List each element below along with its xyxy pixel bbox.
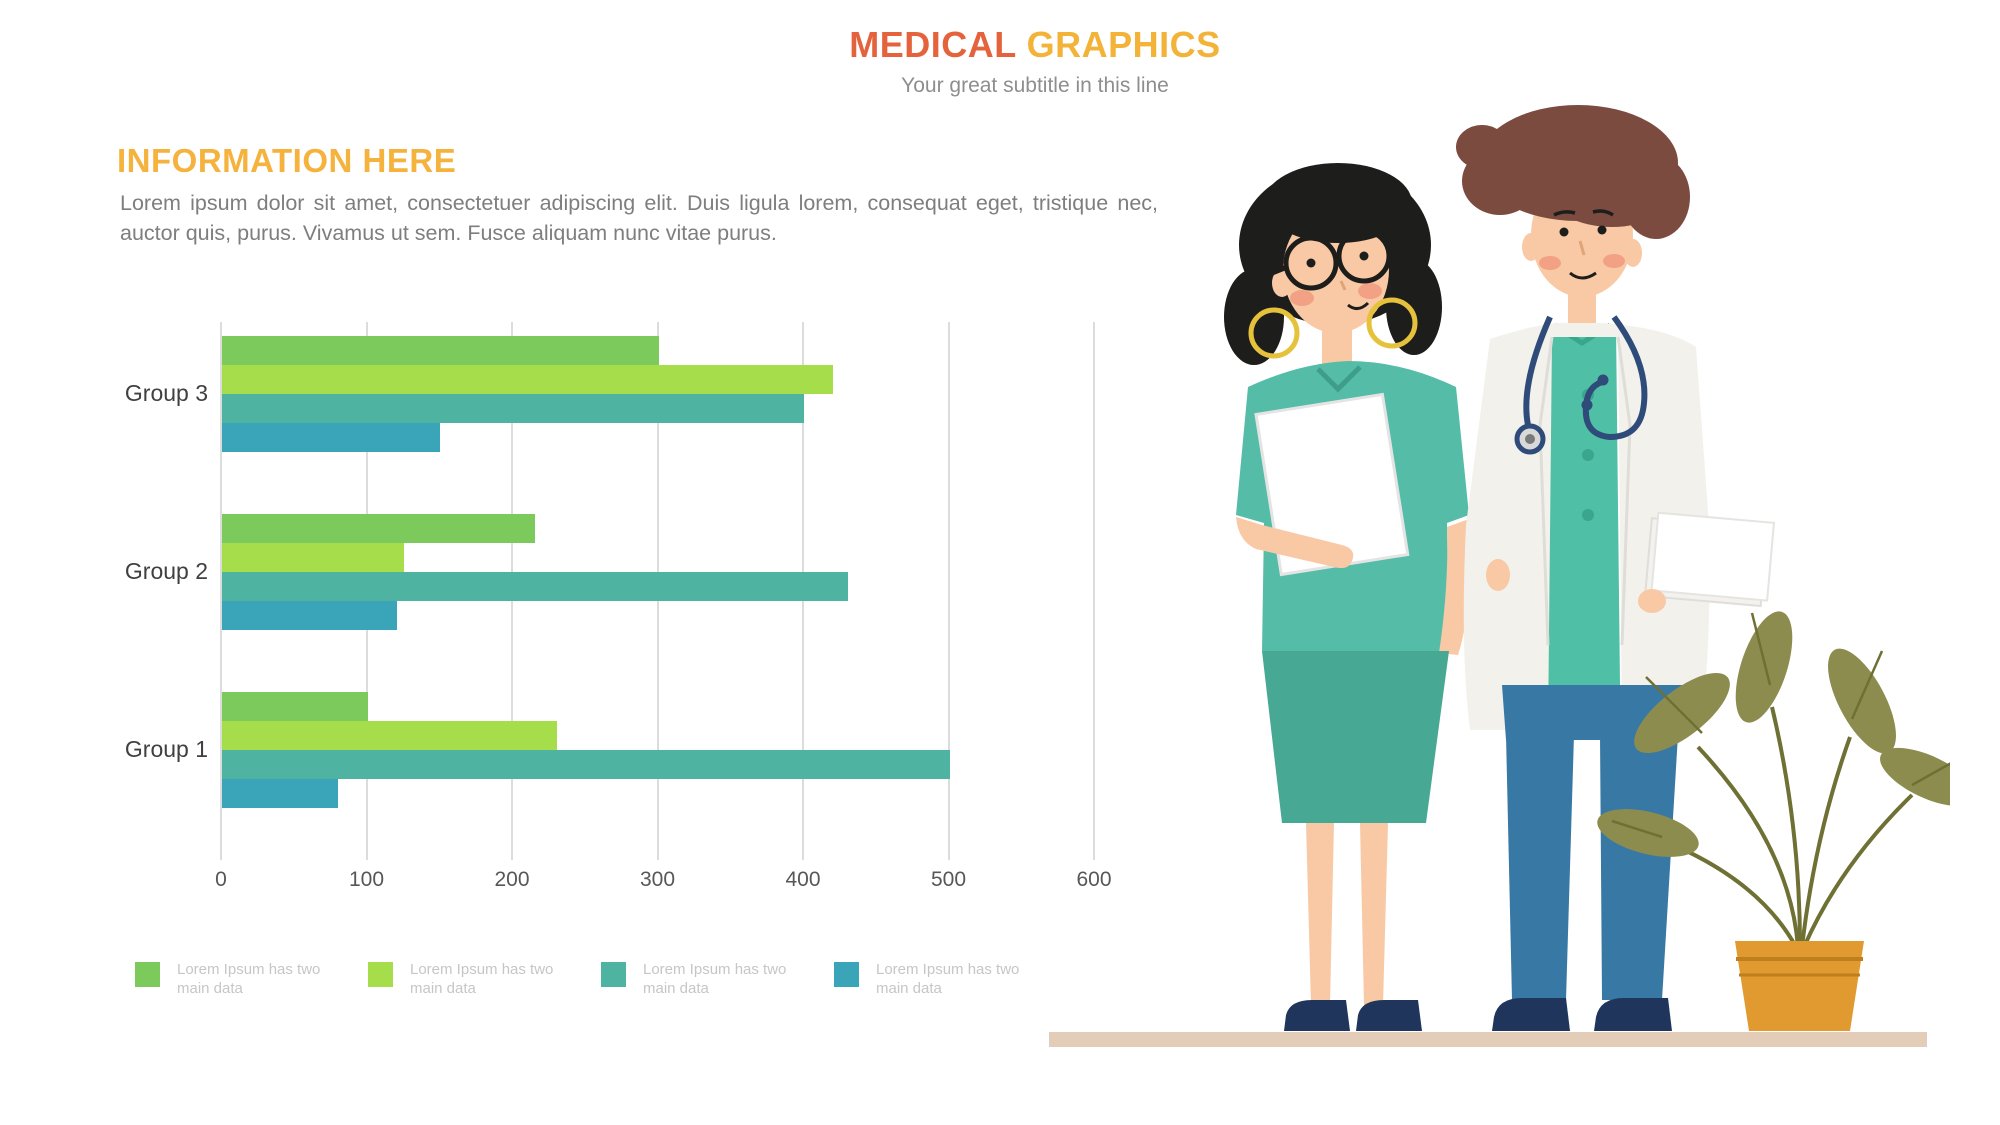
legend-label: Lorem Ipsum has two main data [410, 961, 554, 997]
stethoscope-icon [1514, 315, 1648, 455]
x-axis-tick-label: 400 [785, 868, 821, 891]
bar-group-3-series-2 [222, 365, 834, 394]
doctor-shirt [1548, 325, 1620, 685]
floor-strip [1049, 1032, 1927, 1047]
hoop-earrings-icon [1248, 297, 1418, 359]
legend-color-swatch [601, 962, 626, 987]
chart-gridline [220, 322, 222, 860]
doctor-shoe [1594, 998, 1672, 1031]
legend-label: Lorem Ipsum has two main data [177, 961, 321, 997]
x-axis-tick-label: 600 [1076, 868, 1112, 891]
y-axis-category-label: Group 2 [124, 558, 208, 584]
bar-group-2-series-3 [222, 572, 848, 601]
page-subtitle: Your great subtitle in this line [901, 74, 1169, 97]
chart-gridline [1093, 322, 1095, 860]
bar-group-1-series-3 [222, 750, 950, 779]
glasses-icon [1271, 228, 1392, 291]
bar-group-1-series-1 [222, 692, 368, 721]
page-title-primary: MEDICAL [849, 24, 1017, 65]
x-axis-tick-label: 200 [494, 868, 530, 891]
plant-stems [1677, 706, 1914, 948]
section-body-text: Lorem ipsum dolor sit amet, consectetuer… [120, 191, 1158, 245]
y-axis-category-label: Group 1 [124, 736, 208, 762]
doctor-hair [1456, 105, 1690, 239]
medical-staff-illustration [1224, 105, 1950, 1031]
page-title-secondary: GRAPHICS [1026, 24, 1221, 65]
nurse-arm [1236, 517, 1354, 569]
chart-gridline [947, 322, 950, 860]
legend-label: Lorem Ipsum has two main data [643, 961, 787, 997]
nurse-illustration [1224, 163, 1471, 1031]
header: MEDICAL GRAPHICS Your great subtitle in … [70, 24, 2000, 98]
legend-item: Lorem Ipsum has two main data [834, 960, 1041, 998]
bar-group-2-series-4 [222, 601, 397, 630]
legend-item: Lorem Ipsum has two main data [601, 960, 808, 998]
legend-color-swatch [135, 962, 160, 987]
bar-group-3-series-4 [222, 423, 441, 452]
plant-illustration [1597, 611, 1950, 1031]
doctor-illustration [1456, 105, 1776, 1031]
bar-group-2-series-2 [222, 543, 404, 572]
x-axis-tick-label: 300 [639, 868, 676, 891]
bar-group-1-series-2 [222, 721, 557, 750]
x-axis-tick-label: 500 [930, 868, 967, 891]
x-axis-tick-label: 100 [348, 868, 385, 891]
nurse-shoe [1284, 1000, 1350, 1031]
plant-pot [1735, 941, 1864, 1031]
legend-item: Lorem Ipsum has two main data [368, 960, 575, 998]
bar-group-3-series-3 [222, 394, 804, 423]
nurse-shoe [1356, 1000, 1422, 1031]
legend-item: Lorem Ipsum has two main data [135, 960, 342, 998]
page-title: MEDICAL GRAPHICS [70, 24, 2000, 66]
doctor-pants [1502, 685, 1682, 1000]
nurse-skirt [1262, 651, 1449, 823]
bar-group-1-series-4 [222, 779, 339, 808]
section-heading: INFORMATION HERE [117, 142, 457, 179]
bar-group-3-series-1 [222, 336, 659, 365]
y-axis-category-label: Group 3 [124, 380, 208, 406]
bar-group-2-series-1 [222, 514, 535, 543]
legend-label: Lorem Ipsum has two main data [876, 961, 1020, 997]
doctor-papers [1643, 511, 1776, 608]
legend-color-swatch [368, 962, 393, 987]
x-axis-tick-label: 0 [215, 868, 227, 891]
legend-color-swatch [834, 962, 859, 987]
doctor-shoe [1492, 998, 1570, 1031]
